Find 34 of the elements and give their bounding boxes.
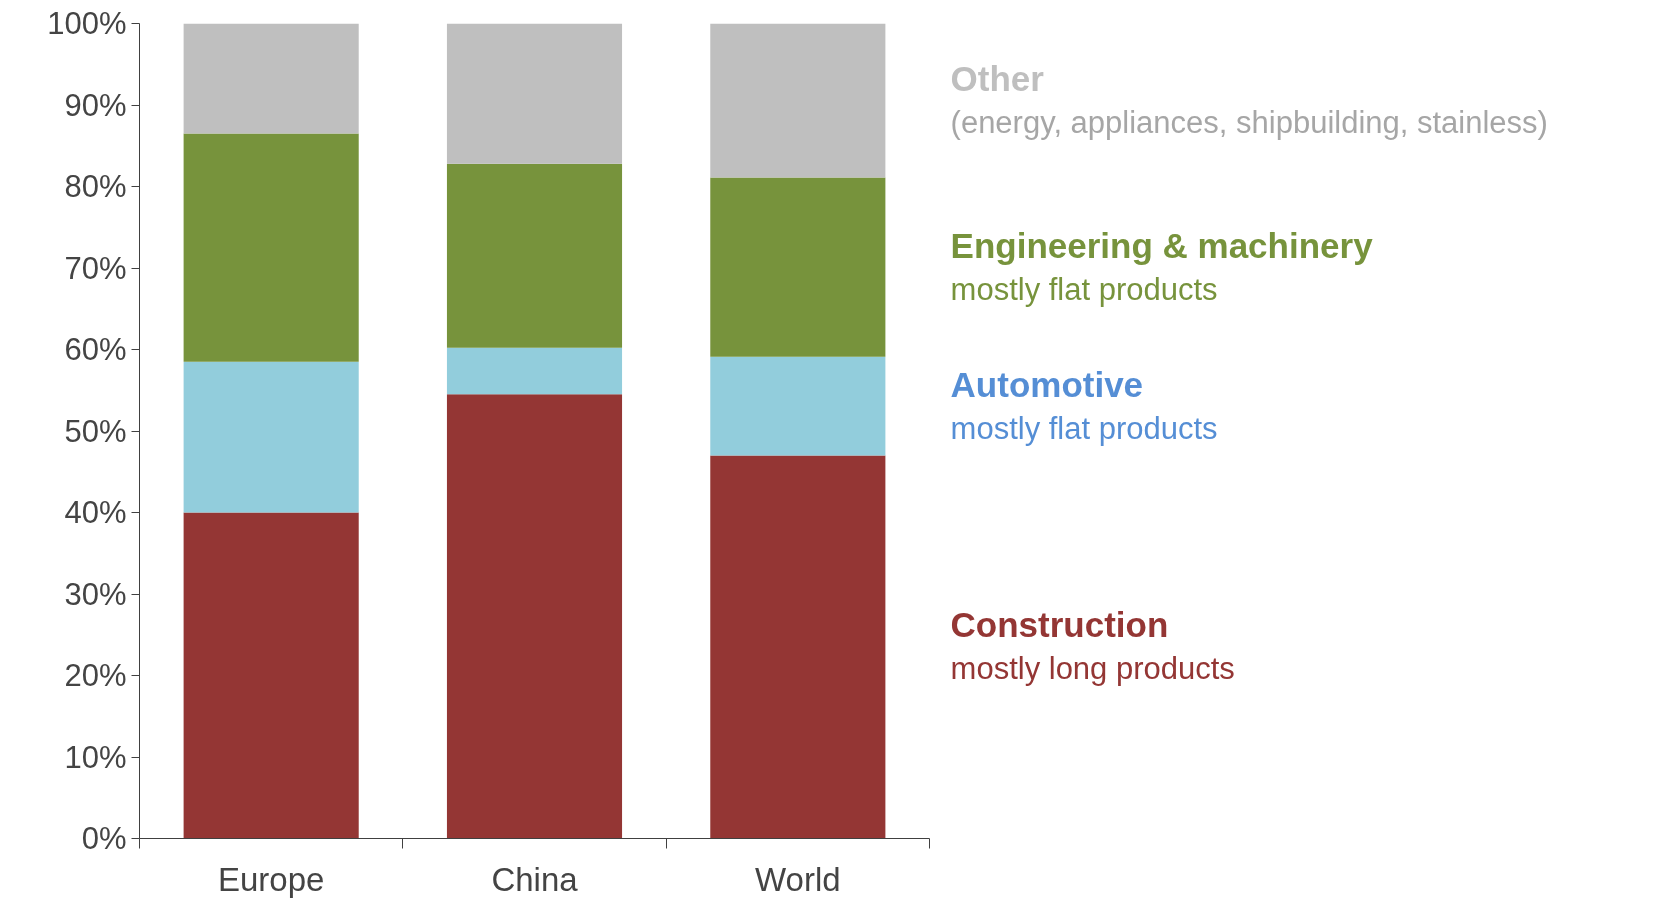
y-tick-label: 70% (64, 250, 127, 286)
x-tick-label: China (491, 860, 579, 898)
series-label: Other (950, 59, 1045, 99)
y-tick-label: 20% (64, 658, 127, 693)
bar (446, 23, 623, 164)
bar (710, 177, 886, 357)
series-label: Construction (950, 605, 1169, 645)
y-tick-label: 10% (64, 739, 127, 775)
y-tick-label: 60% (64, 332, 127, 367)
bar (446, 394, 623, 839)
text: mostly long products (950, 651, 1235, 687)
text: (energy, appliances, shipbuilding, stainless) (950, 105, 1548, 141)
y-tick-label: 100% (47, 6, 127, 41)
y-tick-label: 50% (64, 413, 127, 449)
y-tick-label: 30% (64, 576, 127, 612)
bar (710, 455, 886, 839)
series-label: Automotive (950, 364, 1144, 404)
bar (710, 23, 886, 178)
y-tick-label: 80% (64, 169, 127, 204)
x-tick-label: World (755, 860, 841, 898)
text: mostly flat products (950, 410, 1218, 446)
bar (183, 23, 359, 134)
bar (710, 356, 886, 456)
bar (183, 361, 359, 513)
text: mostly flat products (950, 271, 1218, 307)
y-tick-label: 90% (64, 87, 127, 123)
x-tick-label: Europe (217, 860, 325, 898)
bar (183, 512, 359, 839)
y-tick-label: 0% (81, 821, 127, 856)
bar (446, 163, 623, 348)
bar (446, 347, 623, 395)
y-tick-label: 40% (64, 495, 127, 530)
bar (183, 133, 359, 362)
series-label: Engineering & machinery (950, 225, 1374, 265)
